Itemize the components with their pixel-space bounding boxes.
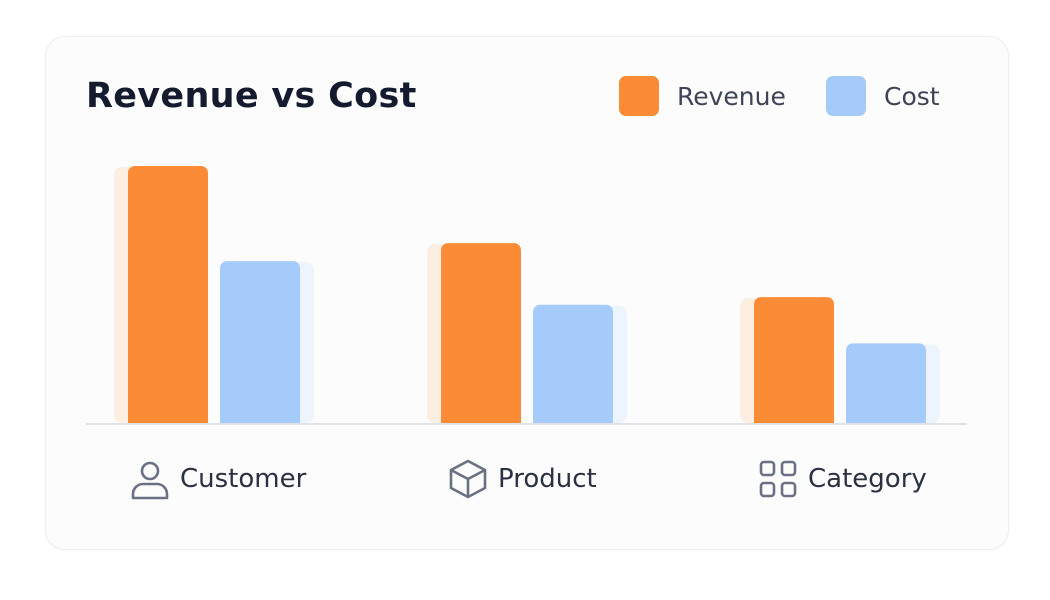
category-label-category: Category (808, 464, 927, 494)
bar-base (220, 415, 300, 423)
legend-label-cost: Cost (884, 81, 940, 111)
legend-item-revenue: Revenue (619, 76, 786, 116)
legend-swatch-revenue (619, 76, 659, 116)
grid-icon (759, 460, 797, 498)
category-customer: Customer (128, 452, 306, 506)
bar-base (441, 415, 521, 423)
bar-base (846, 415, 926, 423)
box-icon (449, 459, 487, 499)
bar-base (533, 415, 613, 423)
legend-item-cost: Cost (826, 76, 940, 116)
bar-revenue-category[interactable] (754, 297, 834, 423)
legend-label-revenue: Revenue (677, 81, 786, 111)
bar-revenue-customer[interactable] (128, 166, 208, 423)
bar-revenue-product[interactable] (441, 243, 521, 423)
bar-cost-product[interactable] (533, 304, 613, 423)
legend-swatch-cost (826, 76, 866, 116)
category-product: Product (446, 452, 597, 506)
bar-cost-customer[interactable] (220, 261, 300, 423)
category-category: Category (756, 452, 927, 506)
chart-title: Revenue vs Cost (86, 76, 417, 116)
bar-cost-category[interactable] (846, 343, 926, 423)
category-label-customer: Customer (180, 464, 307, 494)
bar-base (754, 415, 834, 423)
category-label-product: Product (498, 464, 597, 494)
bar-base (128, 415, 208, 423)
user-icon (131, 461, 169, 500)
